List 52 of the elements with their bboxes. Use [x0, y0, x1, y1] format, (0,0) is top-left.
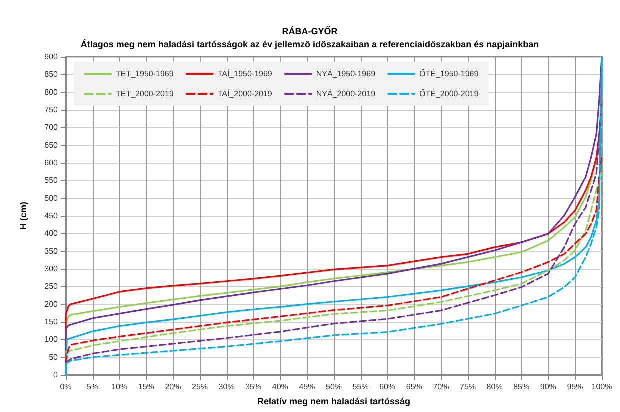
x-tick-label: 65% — [406, 382, 422, 392]
y-tick-label: 50 — [49, 352, 59, 362]
y-tick-label: 500 — [44, 194, 59, 203]
y-tick-label: 450 — [44, 212, 59, 220]
x-tick-label: 0% — [60, 382, 72, 392]
legend-label: ŐTÉ_2000-2019 — [420, 90, 480, 98]
legend-label: NYÁ_1950-1969 — [316, 70, 376, 78]
x-tick-label: 95% — [567, 382, 584, 392]
legend-label: TÉT_2000-2019 — [116, 90, 174, 98]
y-tick-label: 650 — [44, 140, 59, 150]
x-axis-title: Relatív meg nem haladási tartósság — [257, 396, 411, 406]
legend-label: TAÍ_1950-1969 — [218, 70, 273, 78]
x-tick-label: 90% — [540, 382, 556, 392]
y-tick-label: 900 — [44, 52, 59, 62]
chart-subtitle: Átlagos meg nem haladási tartósságok az év jellemző időszakaiban a referenciaidőszakban és napjainkban — [80, 40, 540, 50]
y-tick-label: 0 — [54, 370, 59, 380]
x-tick-label: 45% — [299, 382, 316, 392]
x-tick-label: 40% — [272, 382, 288, 392]
y-tick-label: 350 — [44, 246, 59, 256]
y-tick-label: 550 — [44, 176, 59, 186]
y-tick-label: 150 — [44, 318, 59, 326]
y-axis-title: H (cm) — [18, 202, 28, 230]
x-tick-label: 20% — [165, 382, 182, 392]
x-tick-label: 15% — [138, 382, 154, 392]
y-tick-label: 750 — [44, 106, 59, 114]
x-tick-label: 70% — [433, 382, 450, 392]
x-tick-label: 50% — [326, 382, 342, 392]
x-tick-label: 25% — [192, 382, 208, 392]
x-tick-label: 55% — [352, 382, 369, 392]
y-tick-label: 400 — [44, 229, 59, 238]
y-tick-label: 200 — [44, 300, 59, 309]
y-tick-label: 250 — [44, 282, 59, 292]
chart-title: RÁBA-GYŐR — [282, 26, 338, 36]
y-tick-label: 100 — [44, 335, 59, 344]
y-tick-label: 850 — [44, 70, 59, 80]
y-tick-label: 300 — [44, 264, 59, 274]
x-tick-label: 35% — [246, 382, 262, 392]
x-tick-label: 80% — [486, 382, 503, 392]
y-tick-label: 600 — [44, 158, 59, 168]
x-tick-label: 5% — [87, 382, 99, 392]
x-tick-label: 85% — [514, 382, 530, 392]
legend-label: TÉT_1950-1969 — [116, 70, 174, 78]
legend-label: TAÍ_2000-2019 — [218, 90, 273, 98]
x-tick-label: 30% — [218, 382, 235, 392]
x-tick-label: 100% — [592, 382, 612, 392]
legend-label: NYÁ_2000-2019 — [316, 90, 376, 98]
legend-label: ŐTÉ_1950-1969 — [420, 70, 480, 78]
x-tick-label: 10% — [112, 382, 128, 392]
x-tick-label: 60% — [380, 382, 396, 392]
y-tick-label: 700 — [44, 123, 59, 132]
y-tick-label: 800 — [44, 88, 59, 97]
x-tick-label: 75% — [460, 382, 476, 392]
